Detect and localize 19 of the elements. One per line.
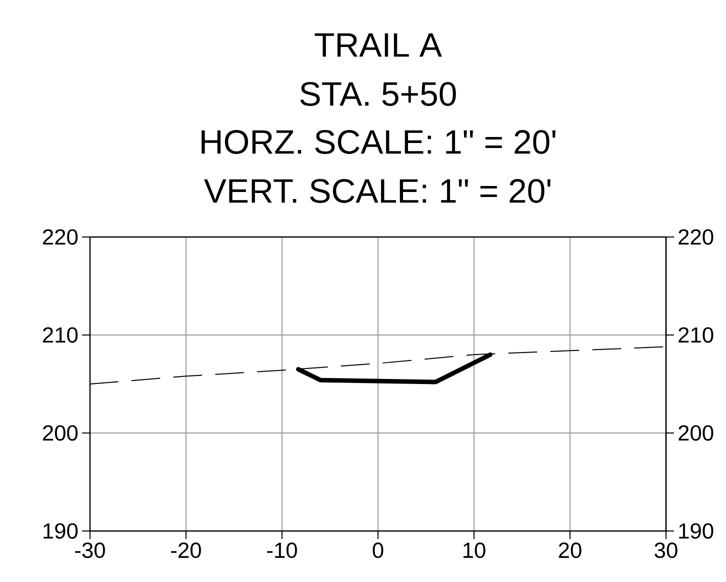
y2-tick-label: 210 [678, 327, 714, 343]
x-tick-label: 30 [654, 542, 678, 558]
chart-subtitle: STA. 5+50 [300, 82, 456, 106]
x-tick-label: 10 [463, 542, 486, 558]
x-tick-label: -10 [267, 542, 297, 558]
x-tick-label: 20 [558, 542, 582, 558]
y-tick-label: 200 [43, 425, 78, 441]
y2-tick-label: 190 [679, 523, 714, 539]
y2-tick-label: 200 [678, 425, 714, 441]
y-tick-label: 210 [43, 327, 78, 343]
chart-title: TRAIL A [314, 33, 442, 57]
y-tick-label: 220 [43, 229, 78, 245]
y-tick-label: 190 [44, 523, 78, 539]
y2-tick-label: 220 [678, 229, 714, 245]
x-tick-label: -20 [171, 542, 201, 558]
text: HORZ. SCALE: 1" = 20' [202, 130, 556, 154]
x-tick-label: 0 [372, 542, 384, 558]
text: VERT. SCALE: 1" = 20' [204, 179, 550, 203]
x-tick-label: -30 [75, 542, 105, 558]
